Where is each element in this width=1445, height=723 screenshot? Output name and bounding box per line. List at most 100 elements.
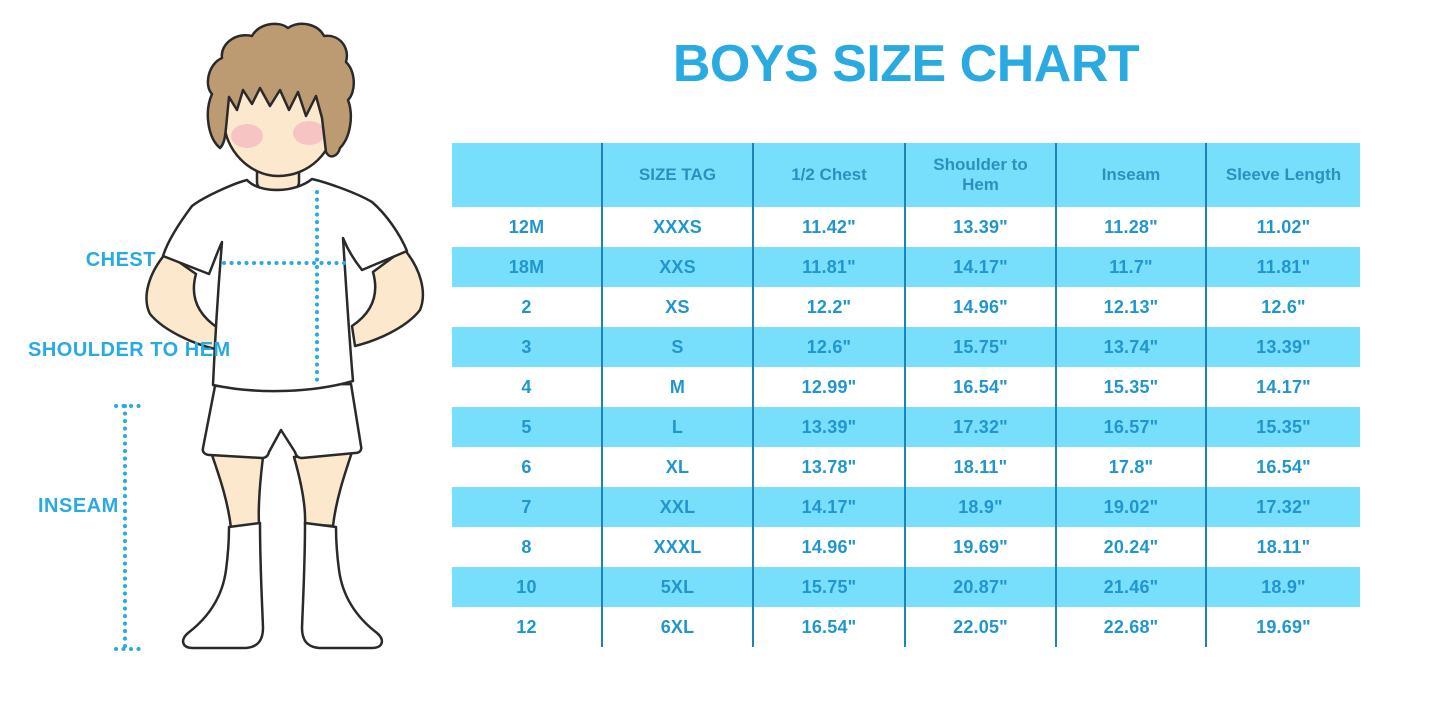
table-cell: 12.13" [1057, 287, 1207, 327]
inseam-label: INSEAM [38, 495, 119, 517]
table-cell: XXL [603, 487, 754, 527]
table-cell: 15.75" [754, 567, 906, 607]
table-cell: 11.81" [1256, 256, 1311, 277]
table-cell: 14.17" [1256, 376, 1311, 397]
table-row: 7 XXL 14.17" 18.9" 19.02" 17.32" [452, 487, 1360, 527]
table-cell: 22.05" [906, 607, 1057, 647]
table-cell: 8 [452, 527, 603, 567]
table-cell: 11.02" [1256, 216, 1311, 237]
table-cell: M [603, 367, 754, 407]
size-table: SIZE TAG 1/2 Chest Shoulder to Hem Inseam Sl… [452, 143, 1360, 647]
table-cell: 16.57" [1057, 407, 1207, 447]
table-cell: 18M [452, 247, 603, 287]
table-cell: 16.54" [754, 607, 906, 647]
table-cell: 21.46" [1057, 567, 1207, 607]
table-row: 12M XXXS 11.42" 13.39" 11.28" 11.02" [452, 207, 1360, 247]
table-cell: 15.75" [906, 327, 1057, 367]
table-cell: 11.81" [754, 247, 906, 287]
table-cell: 13.39" [906, 207, 1057, 247]
table-row: 4 M 12.99" 16.54" 15.35" 14.17" [452, 367, 1360, 407]
table-cell: 5 [452, 407, 603, 447]
table-cell: 2 [452, 287, 603, 327]
table-cell: 15.35" [1057, 367, 1207, 407]
table-cell: 17.32" [906, 407, 1057, 447]
table-cell: 5XL [603, 567, 754, 607]
boy-shorts [201, 382, 363, 460]
table-cell: 6XL [603, 607, 754, 647]
table-row: 10 5XL 15.75" 20.87" 21.46" 18.9" [452, 567, 1360, 607]
table-cell: 19.02" [1057, 487, 1207, 527]
table-cell: 14.17" [906, 247, 1057, 287]
boy-hair [206, 22, 355, 158]
table-cell: 20.24" [1057, 527, 1207, 567]
boy-left-arm [145, 251, 220, 351]
table-row: 8 XXXL 14.96" 19.69" 20.24" 18.11" [452, 527, 1360, 567]
table-cell: 22.68" [1057, 607, 1207, 647]
table-cell: 19.69" [1256, 616, 1311, 637]
table-cell: XXS [603, 247, 754, 287]
boy-illustration [114, 22, 425, 652]
column-header: 1/2 Chest [754, 143, 906, 207]
table-cell: 16.54" [906, 367, 1057, 407]
table-cell: 14.96" [906, 287, 1057, 327]
column-header: SIZE TAG [603, 143, 754, 207]
boy-right-arm [350, 247, 425, 348]
table-cell: XXXS [603, 207, 754, 247]
table-cell: 11.28" [1057, 207, 1207, 247]
table-row: 3 S 12.6" 15.75" 13.74" 13.39" [452, 327, 1360, 367]
table-cell: XXXL [603, 527, 754, 567]
boy-left-leg [210, 453, 265, 530]
column-header [452, 143, 603, 207]
shoulder-to-hem-label: SHOULDER TO HEM [28, 339, 231, 361]
table-cell: 19.69" [906, 527, 1057, 567]
table-header-row: SIZE TAG 1/2 Chest Shoulder to Hem Inseam Sl… [452, 143, 1360, 207]
table-cell: 14.17" [754, 487, 906, 527]
boy-right-leg [292, 450, 354, 528]
table-cell: 12.6" [754, 327, 906, 367]
table-cell: 13.78" [754, 447, 906, 487]
table-row: 2 XS 12.2" 14.96" 12.13" 12.6" [452, 287, 1360, 327]
table-cell: 18.11" [1256, 536, 1311, 557]
column-header: Inseam [1057, 143, 1207, 207]
table-cell: S [603, 327, 754, 367]
table-cell: 13.39" [1256, 336, 1311, 357]
table-cell: L [603, 407, 754, 447]
boy-tshirt [161, 177, 409, 393]
table-cell: 12 [452, 607, 603, 647]
table-cell: 4 [452, 367, 603, 407]
table-cell: 10 [452, 567, 603, 607]
table-row: 5 L 13.39" 17.32" 16.57" 15.35" [452, 407, 1360, 447]
table-cell: XL [603, 447, 754, 487]
table-row: 6 XL 13.78" 18.11" 17.8" 16.54" [452, 447, 1360, 487]
table-row: 18M XXS 11.81" 14.17" 11.7" 11.81" [452, 247, 1360, 287]
table-cell: 6 [452, 447, 603, 487]
boy-right-sock [300, 521, 384, 650]
table-cell: 3 [452, 327, 603, 367]
table-cell: 16.54" [1256, 456, 1311, 477]
table-cell: XS [603, 287, 754, 327]
table-cell: 18.9" [906, 487, 1057, 527]
page-title: BOYS SIZE CHART [672, 35, 1140, 93]
table-cell: 15.35" [1256, 416, 1311, 437]
boy-right-cheek [293, 121, 325, 145]
table-cell: 12.6" [1261, 296, 1306, 317]
chest-label: CHEST [85, 249, 156, 271]
table-cell: 12.99" [754, 367, 906, 407]
table-cell: 11.7" [1057, 247, 1207, 287]
table-cell: 17.32" [1256, 496, 1311, 517]
boy-left-cheek [231, 124, 263, 148]
column-header: Shoulder to Hem [906, 143, 1057, 207]
table-cell: 18.11" [906, 447, 1057, 487]
column-header: Sleeve Length [1225, 165, 1342, 185]
table-cell: 11.42" [754, 207, 906, 247]
table-cell: 13.74" [1057, 327, 1207, 367]
table-row: 12 6XL 16.54" 22.05" 22.68" 19.69" [452, 607, 1360, 647]
table-cell: 14.96" [754, 527, 906, 567]
table-cell: 20.87" [906, 567, 1057, 607]
boy-left-sock [181, 521, 265, 650]
table-cell: 12.2" [754, 287, 906, 327]
table-cell: 13.39" [754, 407, 906, 447]
table-cell: 12M [452, 207, 603, 247]
table-cell: 18.9" [1261, 576, 1306, 597]
